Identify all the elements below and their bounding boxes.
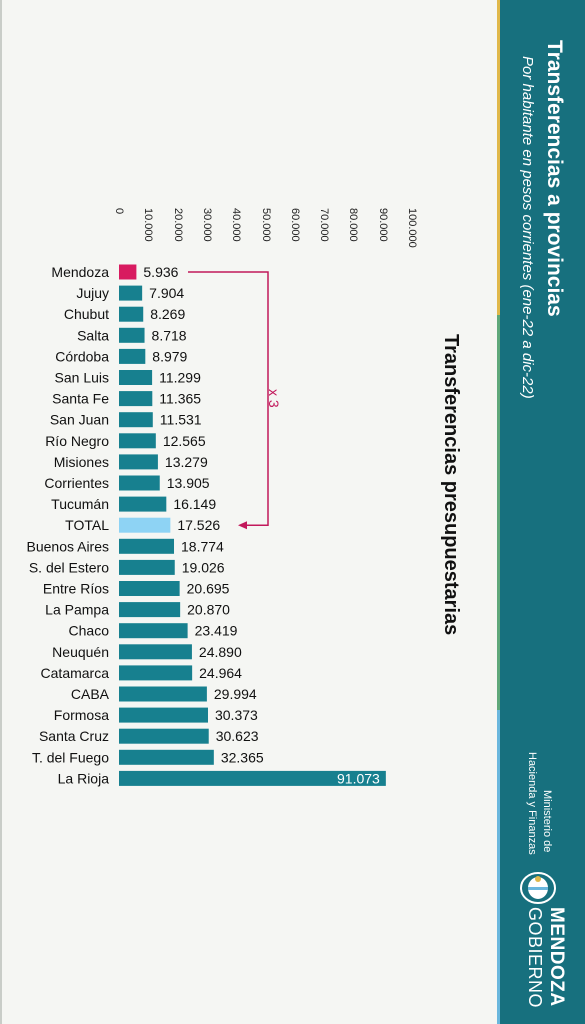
value-label: 12.565 (163, 433, 206, 449)
value-label: 17.526 (177, 517, 220, 533)
bar (119, 665, 193, 681)
value-label: 30.623 (216, 728, 259, 744)
bar (119, 559, 175, 575)
bar (119, 454, 158, 470)
category-label: Río Negro (45, 433, 109, 449)
value-label: 29.994 (214, 686, 257, 702)
bar (119, 348, 146, 364)
category-label: Chubut (64, 306, 109, 322)
value-label: 19.026 (182, 559, 225, 575)
bar (119, 686, 207, 702)
brand-gobierno: GOBIERNO (525, 907, 545, 1009)
value-label: 13.905 (167, 475, 210, 491)
category-label: Formosa (54, 707, 109, 723)
value-label: 18.774 (181, 538, 224, 554)
value-label: 11.365 (159, 391, 201, 407)
bar (119, 770, 386, 786)
category-label: TOTAL (65, 517, 109, 533)
value-label: 32.365 (221, 749, 264, 765)
header-title: Transferencias a provincias (543, 40, 566, 317)
coat-of-arms-icon (520, 872, 556, 904)
category-label: T. del Fuego (32, 749, 109, 765)
value-label: 5.936 (143, 264, 178, 280)
bar (119, 749, 214, 765)
category-label: San Luis (55, 370, 109, 386)
category-label: Tucumán (51, 496, 109, 512)
category-label: Buenos Aires (27, 538, 110, 554)
category-label: Chaco (69, 623, 110, 639)
value-label: 24.890 (199, 644, 242, 660)
bar (119, 496, 167, 512)
bar (119, 707, 208, 723)
value-label: 8.269 (150, 306, 185, 322)
category-label: Salta (77, 327, 109, 343)
value-label: 20.695 (187, 581, 230, 597)
bar (119, 728, 209, 744)
bar (119, 327, 145, 343)
bar (119, 306, 144, 322)
category-label: La Pampa (45, 602, 109, 618)
category-label: San Juan (50, 412, 109, 428)
bar (119, 391, 153, 407)
category-label: CABA (71, 686, 110, 702)
category-label: Córdoba (55, 348, 109, 364)
value-label: 8.718 (152, 327, 187, 343)
category-label: Mendoza (51, 264, 109, 280)
category-label: Santa Cruz (39, 728, 109, 744)
bar (119, 370, 153, 385)
header-panel (497, 0, 585, 1024)
accent-stripe-blue (497, 710, 500, 1024)
bar (119, 264, 137, 280)
category-label: S. del Estero (29, 559, 109, 575)
bar (119, 433, 156, 449)
value-label: 30.373 (215, 707, 258, 723)
bar (119, 285, 143, 301)
value-label: 11.531 (160, 412, 202, 428)
bar (119, 538, 175, 554)
bar (119, 475, 160, 491)
value-label: 20.870 (187, 602, 230, 618)
category-label: Corrientes (44, 475, 109, 491)
bar (119, 602, 181, 618)
value-label: 16.149 (173, 496, 216, 512)
bar-chart: Mendoza 5.936 Jujuy 7.904 Chubut 8.269 Salta 8.… (27, 264, 386, 786)
header-subtitle: Por habitante en pesos corrientes (ene-2… (519, 56, 536, 399)
bar (119, 517, 171, 533)
value-label: 11.299 (159, 370, 201, 386)
value-label: 13.279 (165, 454, 208, 470)
value-label: 24.964 (199, 665, 242, 681)
ministry-line-1: Ministerio de (541, 790, 553, 853)
value-label: 7.904 (149, 285, 184, 301)
category-label: La Rioja (58, 770, 110, 786)
bar (119, 581, 180, 596)
ministry-line-2: Hacienda y Finanzas (526, 752, 538, 855)
accent-stripe-green (497, 315, 500, 710)
value-label: 91.073 (337, 770, 380, 786)
value-label: 8.979 (152, 348, 187, 364)
category-label: Entre Ríos (43, 581, 109, 597)
category-label: Catamarca (41, 665, 110, 681)
bar (119, 623, 188, 639)
category-label: Santa Fe (52, 391, 109, 407)
value-label: 23.419 (195, 623, 238, 639)
left-border (0, 0, 2, 1024)
brand-mendoza: MENDOZA (546, 907, 567, 1007)
category-label: Neuquén (52, 644, 109, 660)
annotation-arrowhead (238, 521, 247, 530)
bar (119, 644, 192, 660)
category-label: Jujuy (76, 285, 109, 301)
annotation-bracket (188, 271, 269, 526)
bar (119, 412, 153, 428)
category-label: Misiones (54, 454, 109, 470)
accent-stripe-yellow (497, 0, 500, 315)
